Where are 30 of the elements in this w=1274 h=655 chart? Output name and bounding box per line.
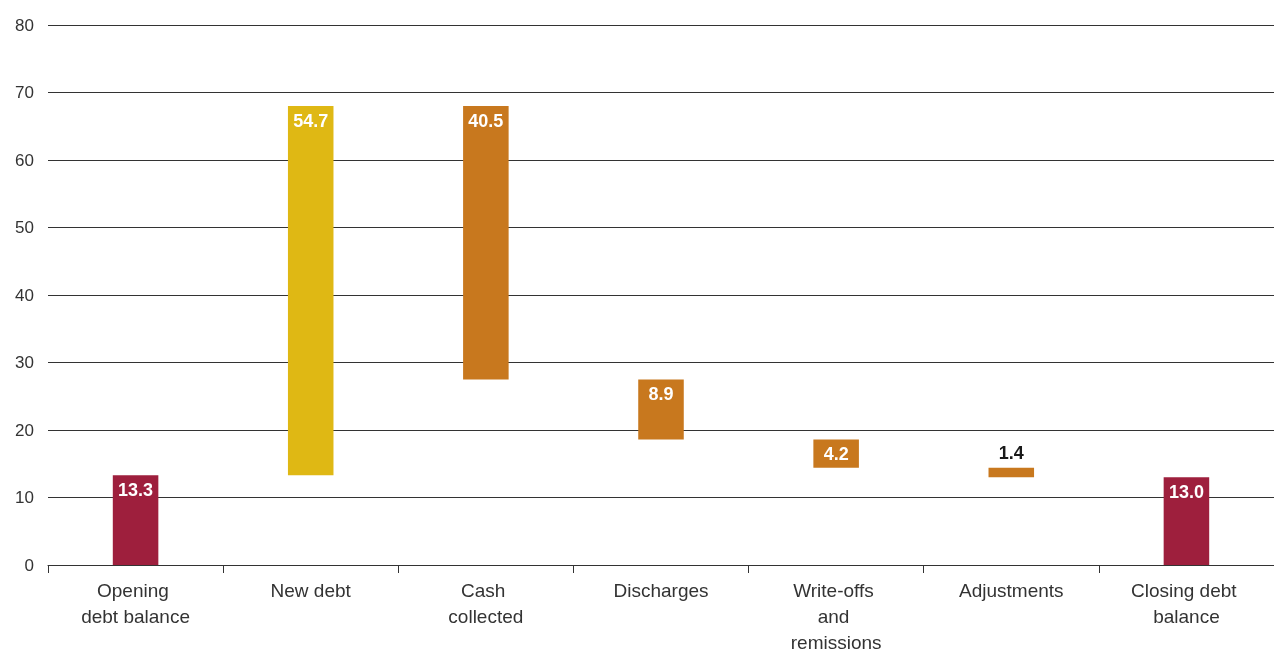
data-label: 54.7 bbox=[293, 111, 329, 131]
y-tick-label: 70 bbox=[15, 83, 34, 102]
y-tick-label: 20 bbox=[15, 420, 34, 440]
y-tick-label: 0 bbox=[24, 555, 34, 575]
y-tick-label: 80 bbox=[15, 15, 34, 35]
data-label: 1.4 bbox=[998, 442, 1024, 463]
data-label: 13.0 bbox=[1168, 482, 1204, 503]
y-tick-label: 60 bbox=[15, 150, 34, 170]
data-label: 8.9 bbox=[648, 384, 674, 405]
data-label: 40.5 bbox=[468, 111, 504, 131]
y-tick-label: 30 bbox=[15, 353, 34, 372]
x-tick-label: Cash collected bbox=[448, 579, 524, 627]
x-tick-label: Discharges bbox=[613, 579, 709, 601]
y-tick-label: 50 bbox=[15, 218, 34, 237]
y-tick-label: 10 bbox=[15, 488, 34, 507]
data-label: 13.3 bbox=[118, 480, 154, 501]
y-tick-label: 40 bbox=[15, 285, 34, 305]
x-tick-label: Closing debt balance bbox=[1130, 579, 1242, 627]
bar bbox=[112, 475, 159, 565]
bar bbox=[988, 467, 1035, 478]
bar bbox=[287, 106, 334, 476]
x-tick-label: Opening debt balance bbox=[81, 579, 190, 627]
x-tick-label: Adjustments bbox=[959, 579, 1064, 601]
data-label: 4.2 bbox=[823, 444, 849, 465]
x-tick-label: New debt bbox=[270, 579, 352, 601]
bar bbox=[463, 106, 509, 380]
bar bbox=[813, 439, 859, 468]
x-tick-label: Write-offs and remissions bbox=[790, 579, 882, 653]
bar bbox=[638, 379, 684, 440]
bar bbox=[1163, 477, 1210, 565]
